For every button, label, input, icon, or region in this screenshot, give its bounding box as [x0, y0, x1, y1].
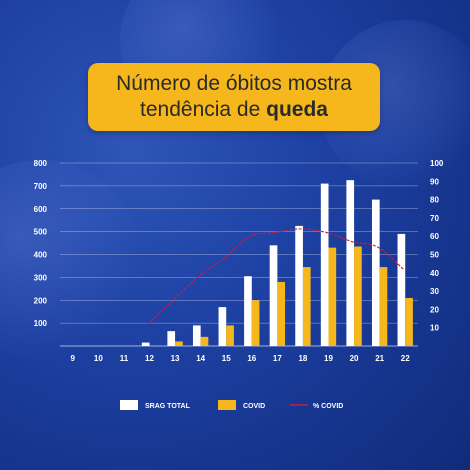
x-tick-label: 9	[71, 354, 76, 363]
bar-srag-total	[167, 331, 176, 346]
y-right-tick-label: 50	[430, 251, 439, 260]
bar-covid	[226, 325, 234, 346]
y-right-tick-label: 10	[430, 324, 439, 333]
x-tick-label: 13	[171, 354, 180, 363]
x-tick-label: 11	[120, 354, 129, 363]
bar-srag-total	[141, 342, 150, 346]
y-left-tick-label: 500	[34, 228, 48, 237]
bar-srag-total	[295, 225, 303, 346]
bar-covid	[328, 247, 337, 346]
bar-srag-total	[371, 199, 380, 346]
bar-srag-total	[269, 245, 278, 346]
x-tick-label: 10	[94, 354, 103, 363]
bar-srag-total	[346, 180, 355, 346]
y-left-tick-label: 100	[34, 319, 48, 328]
legend-label-pct-covid: % COVID	[313, 403, 343, 410]
bar-covid	[379, 267, 388, 346]
bar-covid	[251, 300, 260, 346]
y-right-tick-label: 60	[430, 232, 439, 241]
x-tick-label: 19	[324, 354, 333, 363]
y-left-tick-label: 200	[34, 296, 48, 305]
y-right-tick-label: 70	[430, 214, 439, 223]
bar-srag-total	[397, 233, 406, 346]
legend-label-srag-total: SRAG TOTAL	[145, 403, 191, 410]
x-tick-label: 16	[247, 354, 256, 363]
x-tick-label: 12	[145, 354, 154, 363]
bar-srag-total	[320, 183, 329, 346]
y-right-tick-label: 40	[430, 269, 439, 278]
y-left-tick-label: 700	[34, 182, 48, 191]
legend-swatch-covid	[218, 400, 236, 410]
x-tick-label: 22	[401, 354, 410, 363]
legend-label-covid: COVID	[243, 403, 265, 410]
bar-covid	[200, 336, 209, 346]
x-tick-label: 20	[350, 354, 359, 363]
x-tick-label: 21	[375, 354, 384, 363]
title-prefix: tendência de	[140, 98, 267, 121]
bar-covid	[175, 341, 183, 346]
bar-covid	[302, 267, 311, 346]
line-pct-covid	[147, 228, 404, 325]
x-tick-label: 18	[298, 354, 307, 363]
y-left-tick-label: 600	[34, 205, 48, 214]
bar-srag-total	[192, 325, 201, 346]
y-right-tick-label: 90	[430, 177, 439, 186]
bar-covid	[277, 281, 286, 346]
title-box: Número de óbitos mostra tendência de que…	[88, 63, 380, 131]
title-emphasis: queda	[266, 98, 328, 121]
bar-srag-total	[218, 307, 227, 346]
legend-swatch-srag-total	[120, 400, 138, 410]
bar-srag-total	[244, 276, 252, 346]
x-tick-label: 17	[273, 354, 282, 363]
y-right-tick-label: 80	[430, 196, 439, 205]
y-right-tick-label: 100	[430, 159, 444, 168]
x-tick-label: 15	[222, 354, 231, 363]
title-line-2: tendência de queda	[140, 97, 328, 123]
title-line-1: Número de óbitos mostra	[116, 72, 352, 95]
y-right-tick-label: 20	[430, 305, 439, 314]
y-left-tick-label: 300	[34, 273, 48, 282]
y-left-tick-label: 800	[34, 159, 48, 168]
y-left-tick-label: 400	[34, 251, 48, 260]
bar-covid	[405, 297, 413, 346]
bar-covid	[354, 246, 362, 346]
x-tick-label: 14	[196, 354, 205, 363]
y-right-tick-label: 30	[430, 287, 439, 296]
